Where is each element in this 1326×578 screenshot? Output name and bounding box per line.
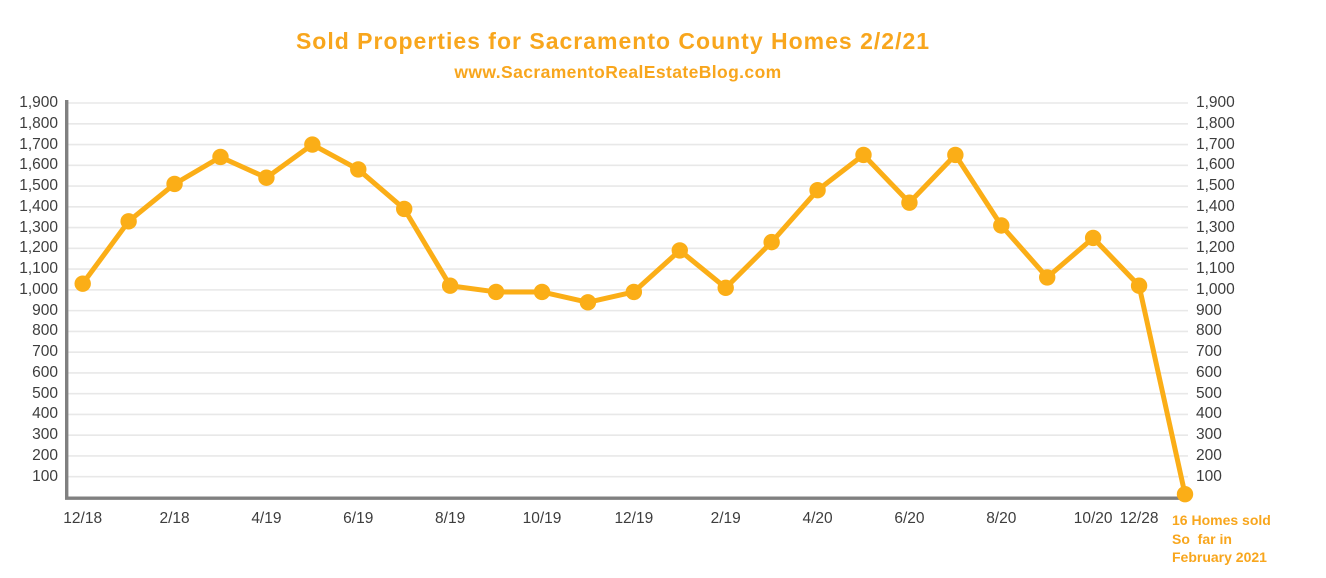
- y-axis-tick-label: 900: [1196, 301, 1222, 319]
- y-axis-tick-label: 1,500: [1196, 177, 1235, 195]
- data-point-marker: [487, 283, 505, 301]
- y-axis-tick-label: 1,700: [1196, 135, 1235, 153]
- y-axis-tick-label: 1,900: [19, 94, 58, 111]
- x-axis-tick-label: 8/19: [435, 510, 466, 527]
- y-axis-tick-label: 1,800: [1196, 114, 1235, 132]
- data-point-marker: [1130, 277, 1148, 294]
- y-axis-tick-label: 400: [1196, 405, 1222, 423]
- y-axis-tick-label: 1,400: [1196, 197, 1235, 215]
- y-axis-tick-label: 500: [32, 384, 58, 402]
- data-point-marker: [993, 217, 1010, 234]
- x-axis-tick-label: 10/19: [522, 510, 562, 527]
- data-point-marker: [809, 182, 826, 199]
- y-axis-tick-label: 800: [1196, 322, 1222, 340]
- y-axis-tick-label: 900: [32, 301, 58, 319]
- y-axis-tick-label: 1,200: [1196, 239, 1235, 257]
- y-axis-tick-label: 1,600: [1196, 156, 1235, 174]
- y-axis-tick-label: 100: [1196, 467, 1222, 485]
- y-axis-tick-label: 1,100: [19, 260, 58, 278]
- y-axis-tick-label: 1,600: [19, 156, 58, 174]
- y-axis-tick-label: 700: [1196, 343, 1222, 361]
- data-point-marker: [855, 146, 872, 164]
- x-axis-tick-label: 4/19: [251, 510, 282, 527]
- y-axis-tick-label: 200: [1196, 446, 1222, 464]
- y-axis-tick-label: 1,100: [1196, 260, 1235, 278]
- x-axis-tick-label: 2/19: [710, 510, 741, 527]
- data-point-marker: [1176, 485, 1194, 503]
- data-point-marker: [441, 277, 459, 294]
- data-point-marker: [350, 161, 367, 178]
- x-axis-tick-label: 10/20: [1073, 510, 1113, 527]
- y-axis-tick-label: 1,200: [19, 239, 58, 257]
- y-axis-tick-label: 1,300: [19, 218, 58, 236]
- y-axis-tick-label: 1,000: [1196, 280, 1235, 298]
- x-axis-tick-label: 6/20: [894, 510, 925, 527]
- data-point-marker: [625, 283, 643, 301]
- annotation-feb-2021: 16 Homes sold So far in February 2021: [1172, 511, 1324, 567]
- x-axis-tick-label: 12/19: [614, 510, 654, 527]
- data-point-marker: [304, 136, 321, 153]
- annotation-line-2: So far in: [1172, 530, 1232, 547]
- data-point-marker: [579, 294, 597, 311]
- y-axis-tick-label: 1,000: [19, 280, 58, 298]
- y-axis-tick-label: 200: [32, 446, 58, 464]
- x-axis-tick-label: 12/28: [1119, 510, 1159, 527]
- chart-title: Sold Properties for Sacramento County Ho…: [295, 28, 931, 54]
- data-point-marker: [763, 233, 780, 251]
- data-point-marker: [396, 200, 413, 218]
- data-point-marker: [120, 213, 137, 230]
- y-axis-tick-label: 1,800: [19, 114, 58, 132]
- y-axis-tick-label: 300: [32, 426, 58, 444]
- y-axis-tick-label: 1,500: [19, 177, 58, 195]
- data-line: [80, 142, 1188, 497]
- data-point-marker: [258, 169, 275, 186]
- x-axis-tick-label: 8/20: [986, 510, 1017, 527]
- y-axis-tick-label: 1,400: [19, 197, 58, 215]
- y-axis-tick-label: 400: [32, 405, 58, 423]
- data-point-marker: [533, 283, 551, 301]
- y-axis-tick-label: 100: [32, 467, 58, 485]
- y-axis-tick-label: 800: [32, 322, 58, 340]
- y-axis-tick-label: 600: [1196, 363, 1222, 381]
- data-point-marker: [717, 279, 734, 296]
- y-axis-tick-label: 700: [32, 343, 58, 361]
- data-point-marker: [901, 194, 918, 211]
- x-axis-tick-label: 12/18: [63, 510, 103, 527]
- y-axis-tick-label: 600: [32, 363, 58, 381]
- data-point-marker: [671, 242, 688, 259]
- y-axis-tick-label: 1,900: [1196, 94, 1235, 111]
- data-point-marker: [166, 175, 183, 193]
- chart-subtitle-url: www.SacramentoRealEstateBlog.com: [454, 62, 782, 82]
- data-point-marker: [1084, 229, 1102, 247]
- x-axis-tick-label: 2/18: [159, 510, 190, 527]
- y-axis-tick-label: 500: [1196, 384, 1222, 402]
- data-point-marker: [212, 148, 229, 166]
- x-axis-tick-label: 6/19: [343, 510, 374, 527]
- x-axis-tick-label: 4/20: [802, 510, 833, 527]
- annotation-line-3: February 2021: [1172, 549, 1267, 565]
- data-point-marker: [1039, 269, 1056, 286]
- y-axis-tick-label: 1,300: [1196, 218, 1235, 236]
- y-axis-tick-label: 300: [1196, 426, 1222, 444]
- data-point-marker: [74, 275, 91, 292]
- data-point-marker: [947, 146, 964, 164]
- y-axis-tick-label: 1,700: [19, 135, 58, 153]
- annotation-line-1: 16 Homes sold: [1172, 512, 1271, 528]
